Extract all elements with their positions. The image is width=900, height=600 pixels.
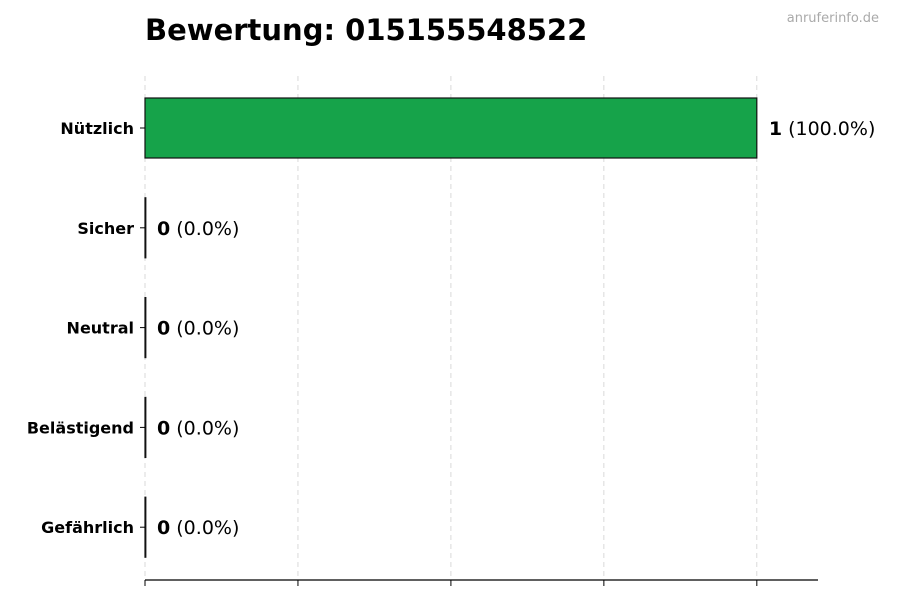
data-label: 0 (0.0%) [157, 517, 239, 539]
percent-label: (0.0%) [170, 218, 239, 240]
value-label: 1 [769, 118, 782, 140]
chart-title: Bewertung: 015155548522 [145, 13, 587, 47]
value-label: 0 [157, 218, 170, 240]
x-axis: Nützlich Sicher Neutral Belästigend Gefährli… [27, 119, 818, 586]
bar [144, 297, 147, 359]
data-label: 1 (100.0%) [769, 118, 876, 140]
watermark: anruferinfo.de [787, 11, 879, 26]
category-label: Gefährlich [41, 518, 134, 537]
value-label: 0 [157, 417, 170, 439]
bar [144, 197, 147, 259]
category-label: Nützlich [60, 119, 134, 138]
category-label: Sicher [77, 219, 134, 238]
bar [144, 496, 147, 558]
data-label: 0 (0.0%) [157, 318, 239, 340]
bar [144, 97, 758, 159]
data-label: 0 (0.0%) [157, 218, 239, 240]
value-label: 0 [157, 517, 170, 539]
category-label: Neutral [67, 319, 134, 338]
category-label: Belästigend [27, 418, 134, 437]
percent-label: (0.0%) [170, 417, 239, 439]
percent-label: (100.0%) [782, 118, 875, 140]
bar [144, 396, 147, 458]
percent-label: (0.0%) [170, 318, 239, 340]
percent-label: (0.0%) [170, 517, 239, 539]
bars: 1 (100.0%)0 (0.0%)0 (0.0%)0 (0.0%)0 (0.0… [144, 97, 876, 558]
data-label: 0 (0.0%) [157, 417, 239, 439]
value-label: 0 [157, 318, 170, 340]
